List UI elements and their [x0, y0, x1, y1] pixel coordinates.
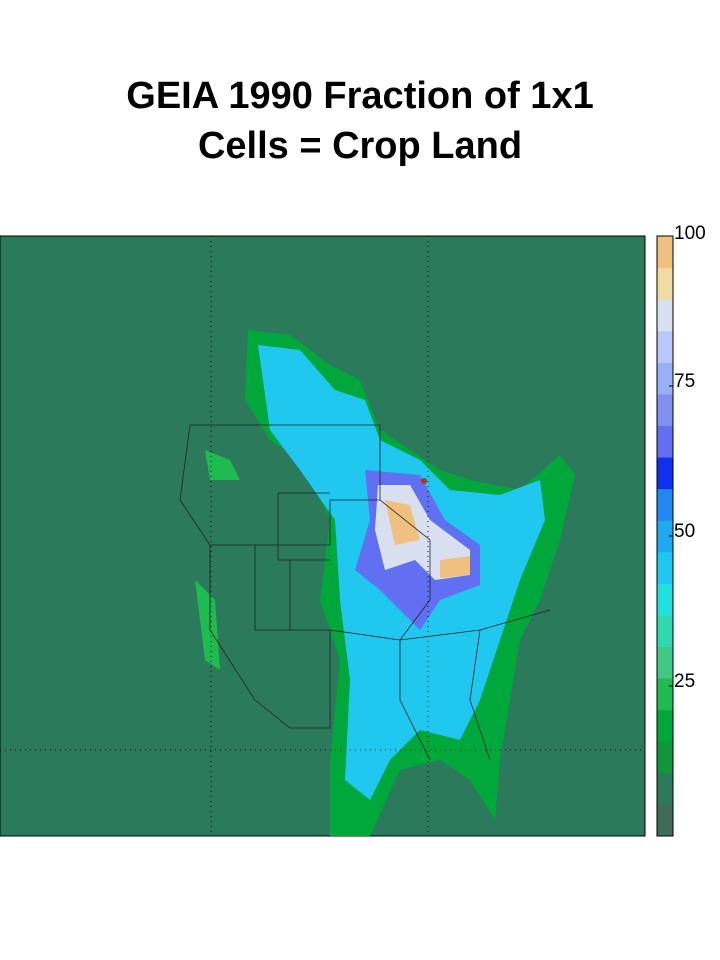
colorbar-label: 25 — [674, 671, 695, 692]
colorbar: 25 50 75 100 — [656, 223, 706, 837]
colorbar-segment — [657, 678, 673, 711]
colorbar-segment — [657, 330, 673, 363]
colorbar-segment — [657, 425, 673, 458]
title-line: GEIA 1990 Fraction of 1x1 — [126, 75, 593, 117]
colorbar-segment — [657, 772, 673, 805]
colorbar-segment — [657, 520, 673, 553]
colorbar-segment — [657, 804, 673, 837]
colorbar-segment — [657, 362, 673, 395]
colorbar-segment — [657, 646, 673, 679]
colorbar-segment — [657, 236, 673, 269]
colorbar-segment — [657, 488, 673, 521]
colorbar-segment — [657, 299, 673, 332]
colorbar-segment — [657, 551, 673, 584]
crop-region — [385, 500, 470, 578]
colorbar-segment — [657, 583, 673, 616]
marker — [421, 478, 427, 484]
colorbar-segment — [657, 741, 673, 774]
borders — [179, 424, 551, 761]
crop-region — [195, 450, 240, 670]
colorbar-segment — [657, 267, 673, 300]
colorbar-label: 100 — [674, 223, 706, 244]
colorbar-segment — [657, 614, 673, 648]
map — [0, 235, 646, 837]
colorbar-label: 50 — [674, 521, 695, 542]
title-line: Cells = Crop Land — [198, 125, 522, 167]
colorbar-segment — [657, 393, 673, 426]
colorbar-segment — [657, 709, 673, 742]
colorbar-segment — [657, 457, 673, 490]
colorbar-label: 75 — [674, 371, 695, 392]
